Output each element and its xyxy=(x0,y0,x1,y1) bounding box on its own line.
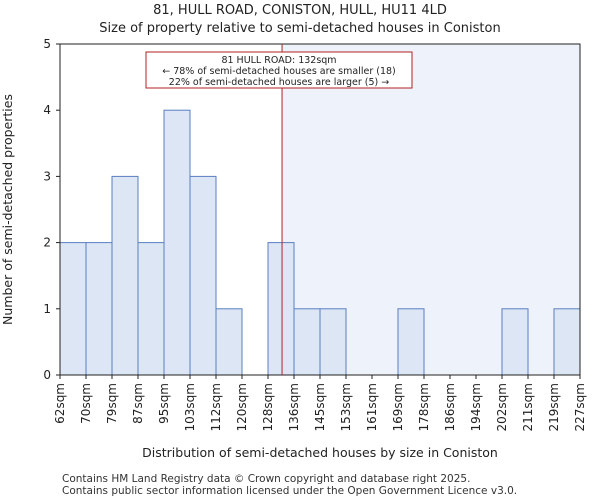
x-tick-label: 136sqm xyxy=(287,383,301,431)
x-tick-label: 178sqm xyxy=(417,383,431,431)
bar-95sqm xyxy=(163,109,191,376)
annotation-box xyxy=(145,51,413,89)
y-tick-label: 5 xyxy=(43,37,51,51)
x-tick-label: 153sqm xyxy=(339,383,353,431)
x-tick-label: 128sqm xyxy=(261,383,275,431)
x-tick-label: 62sqm xyxy=(53,383,67,424)
x-tick-label: 95sqm xyxy=(157,383,171,424)
bar-145sqm xyxy=(319,308,347,376)
y-axis-label: Number of semi-detached properties xyxy=(0,94,15,325)
chart-subtitle: Size of property relative to semi-detach… xyxy=(99,21,501,36)
bar-169sqm xyxy=(397,308,425,376)
bar-87sqm xyxy=(137,242,165,376)
x-tick-label: 87sqm xyxy=(131,383,145,424)
x-tick-label: 219sqm xyxy=(547,383,561,431)
x-tick-label: 211sqm xyxy=(521,383,535,431)
y-tick-label: 4 xyxy=(43,103,51,117)
x-tick-label: 103sqm xyxy=(183,383,197,431)
x-tick-label: 161sqm xyxy=(365,383,379,431)
bar-79sqm xyxy=(111,175,139,376)
annotation-line-3: 22% of semi-detached houses are larger (… xyxy=(169,77,389,88)
x-tick-label: 169sqm xyxy=(391,383,405,431)
bar-62sqm xyxy=(59,242,87,376)
y-tick-label: 1 xyxy=(43,302,51,316)
footer-line-2: Contains public sector information licen… xyxy=(62,485,518,497)
bar-128sqm xyxy=(267,242,295,376)
x-tick-label: 186sqm xyxy=(443,383,457,431)
x-tick-label: 145sqm xyxy=(313,383,327,431)
bar-136sqm xyxy=(293,308,321,376)
x-axis-label: Distribution of semi-detached houses by … xyxy=(142,445,498,460)
x-tick-label: 112sqm xyxy=(209,383,223,431)
x-tick-label: 202sqm xyxy=(495,383,509,431)
x-tick-label: 79sqm xyxy=(105,383,119,424)
x-tick-label: 70sqm xyxy=(79,383,93,424)
chart-title: 81, HULL ROAD, CONISTON, HULL, HU11 4LD xyxy=(153,3,447,18)
x-tick-label: 120sqm xyxy=(235,383,249,431)
bar-70sqm xyxy=(85,242,113,376)
bar-112sqm xyxy=(215,308,243,376)
x-tick-label: 227sqm xyxy=(573,383,587,431)
bar-103sqm xyxy=(189,175,217,376)
y-tick-label: 2 xyxy=(43,236,51,250)
bar-219sqm xyxy=(553,308,581,376)
bar-202sqm xyxy=(501,308,529,376)
footer-line-1: Contains HM Land Registry data © Crown c… xyxy=(62,473,471,485)
annotation-line-2: ← 78% of semi-detached houses are smalle… xyxy=(162,66,396,77)
y-tick-label: 0 xyxy=(43,368,51,382)
annotation-line-1: 81 HULL ROAD: 132sqm xyxy=(221,55,336,66)
x-tick-label: 194sqm xyxy=(469,383,483,431)
y-tick-label: 3 xyxy=(43,169,51,183)
